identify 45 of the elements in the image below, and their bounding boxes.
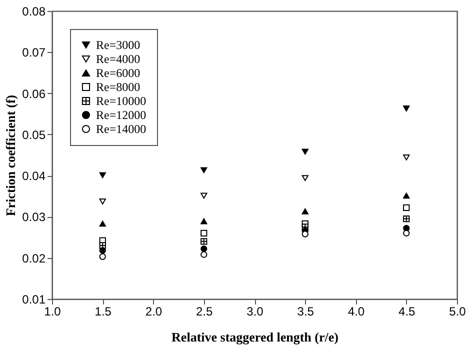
legend-label: Re=10000 (96, 94, 146, 108)
x-tick-label: 5.0 (449, 304, 466, 318)
point (200, 251, 208, 258)
x-tick-label: 1.0 (44, 304, 62, 318)
point (302, 175, 308, 181)
legend-label: Re=14000 (96, 122, 146, 136)
y-tick-label: 0.01 (22, 292, 46, 306)
point (403, 154, 410, 160)
x-tick-label: 4.5 (398, 304, 416, 318)
y-axis-title: Friction coefficient (f) (3, 94, 18, 216)
point (200, 192, 208, 199)
legend-label: Re=3000 (96, 38, 140, 52)
y-tick-label: 0.05 (22, 128, 46, 142)
x-axis-title: Relative staggered length (r/e) (172, 330, 338, 344)
legend-label: Re=6000 (96, 66, 140, 80)
legend-label: Re=8000 (96, 80, 140, 94)
point (403, 106, 410, 112)
x-tick-label: 3.0 (246, 304, 264, 318)
point (302, 148, 308, 155)
y-tick-label: 0.08 (22, 4, 46, 18)
point (200, 167, 208, 174)
legend-label: Re=4000 (96, 52, 140, 66)
y-tick-label: 0.03 (22, 210, 46, 224)
y-tick-label: 0.06 (22, 86, 46, 101)
point (99, 198, 106, 204)
point (99, 172, 106, 178)
point (99, 253, 106, 260)
point (99, 247, 106, 254)
point (403, 204, 410, 211)
point (302, 230, 308, 238)
point (200, 230, 208, 236)
y-tick-label: 0.07 (22, 46, 46, 60)
point (403, 192, 410, 199)
x-tick-label: 3.5 (297, 304, 314, 318)
y-tick-label: 0.04 (22, 169, 46, 184)
x-tick-label: 4.0 (348, 304, 365, 318)
point (99, 220, 106, 227)
x-tick-label: 2.5 (196, 304, 214, 318)
y-tick-label: 0.02 (22, 251, 46, 266)
point (302, 208, 308, 214)
point (200, 245, 208, 252)
point (200, 218, 208, 224)
x-tick-label: 1.5 (94, 304, 112, 318)
x-tick-label: 2.0 (145, 304, 162, 318)
legend-label: Re=12000 (96, 108, 146, 122)
